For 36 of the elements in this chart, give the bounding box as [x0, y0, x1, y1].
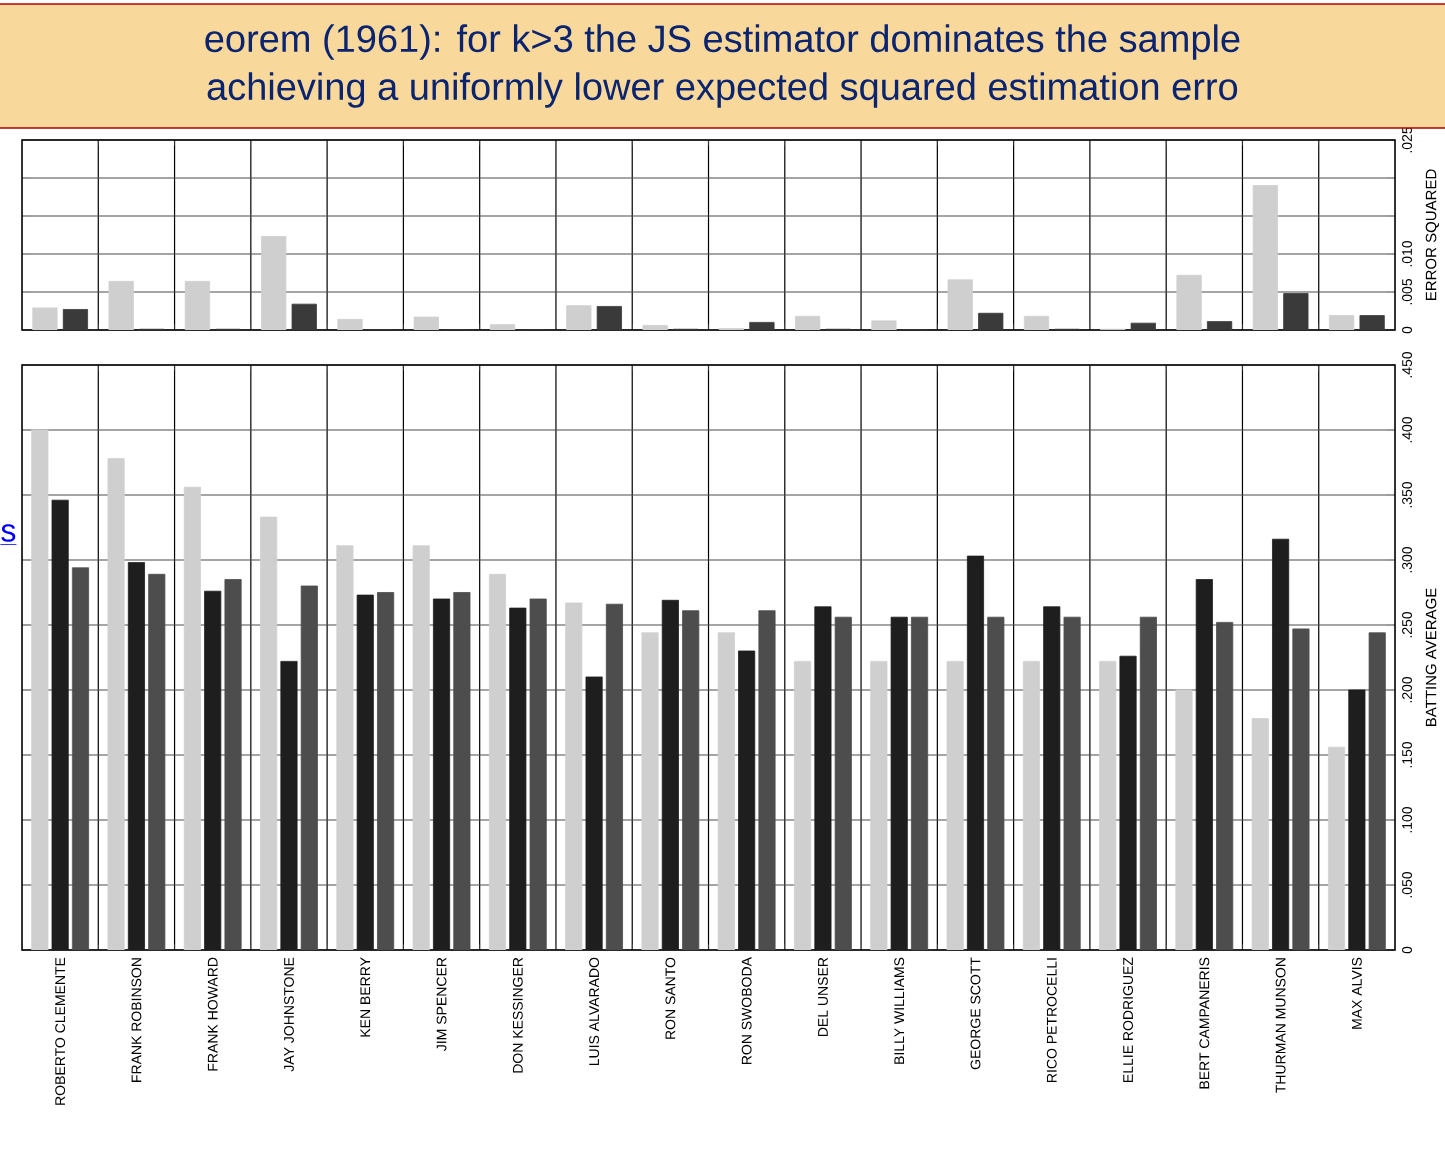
- y-tick-label: .350: [1402, 481, 1412, 508]
- y-axis-title: ERROR SQUARED: [1425, 169, 1440, 301]
- y-tick-label: .400: [1402, 416, 1412, 443]
- x-tick-label: RON SWOBODA: [741, 957, 752, 1065]
- y-tick-label: 0: [1402, 326, 1412, 334]
- y-tick-label: .200: [1402, 676, 1412, 703]
- y-tick-label: .300: [1402, 546, 1412, 573]
- y-tick-label: .005: [1402, 278, 1412, 305]
- y-axis-title: BATTING AVERAGE: [1425, 588, 1437, 726]
- text: achieving a uniformly lower expected squared estimation erro: [207, 72, 1238, 108]
- y-tick-label: .150: [1402, 741, 1412, 768]
- x-tick-label: LUIS ALVARADO: [589, 957, 600, 1066]
- y-tick-label: 0: [1402, 946, 1412, 954]
- x-tick-label: RON SANTO: [665, 957, 676, 1039]
- x-tick-label: BILLY WILLIAMS: [894, 957, 905, 1064]
- y-tick-label: .450: [1402, 351, 1412, 378]
- y-tick-label: .250: [1402, 611, 1412, 638]
- x-tick-label: FRANK ROBINSON: [131, 958, 142, 1082]
- x-tick-label: MAX ALVIS: [1351, 957, 1362, 1029]
- x-tick-label: JAY JOHNSTONE: [284, 957, 294, 1072]
- text: s: [1, 524, 16, 542]
- x-tick-label: KEN BERRY: [360, 957, 371, 1037]
- x-tick-label: FRANK HOWARD: [207, 957, 218, 1071]
- y-tick-label: .100: [1402, 806, 1412, 833]
- text: eorem (1961): for k>3 the JS estimator dominates the sample: [205, 24, 1240, 60]
- y-tick-label: .010: [1402, 240, 1412, 267]
- x-tick-label: RICO PETROCELLI: [1046, 958, 1057, 1082]
- x-tick-label: GEORGE SCOTT: [970, 957, 981, 1070]
- x-tick-label: THURMAN MUNSON: [1275, 958, 1286, 1093]
- x-tick-label: BERT CAMPANERIS: [1199, 957, 1210, 1089]
- x-tick-label: ELLIE RODRIGUEZ: [1123, 957, 1133, 1082]
- y-tick-label: .050: [1402, 871, 1412, 898]
- x-tick-label: JIM SPENCER: [436, 957, 447, 1051]
- x-tick-label: DEL UNSER: [817, 957, 828, 1037]
- x-tick-label: ROBERTO CLEMENTE: [55, 957, 66, 1105]
- x-tick-label: DON KESSINGER: [512, 957, 523, 1073]
